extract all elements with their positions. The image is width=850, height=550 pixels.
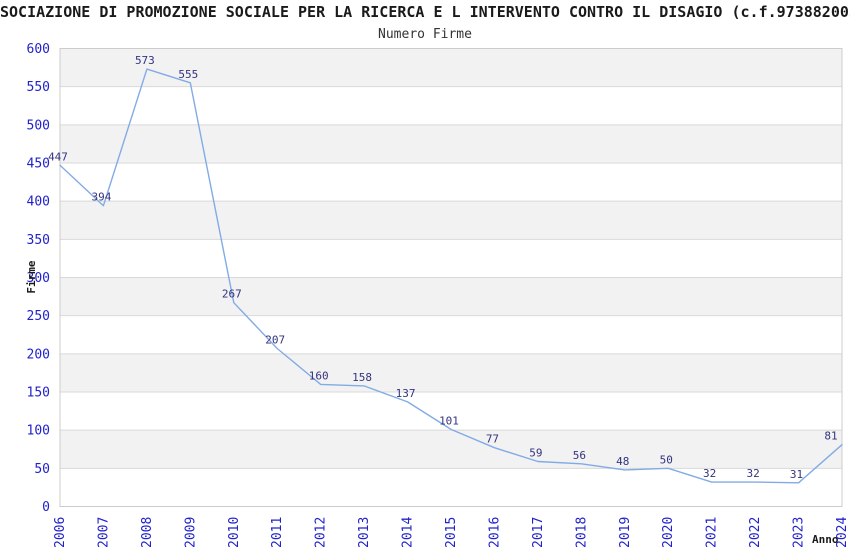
x-tick-label: 2019 bbox=[618, 517, 633, 548]
x-tick-label: 2024 bbox=[835, 517, 850, 548]
point-label: 158 bbox=[352, 371, 372, 384]
point-label: 81 bbox=[824, 430, 837, 443]
chart-subtitle: Numero Firme bbox=[378, 27, 472, 42]
y-tick-label: 600 bbox=[27, 42, 50, 57]
point-label: 59 bbox=[529, 446, 542, 459]
point-label: 160 bbox=[309, 369, 329, 382]
plot-band bbox=[60, 430, 842, 469]
y-tick-label: 550 bbox=[27, 80, 50, 95]
x-tick-label: 2023 bbox=[792, 517, 807, 548]
x-tick-label: 2011 bbox=[270, 517, 285, 548]
plot-band bbox=[60, 353, 842, 392]
plot-band bbox=[60, 277, 842, 316]
point-label: 267 bbox=[222, 288, 242, 301]
x-tick-label: 2009 bbox=[183, 517, 198, 548]
x-axis-title: Anno bbox=[812, 533, 839, 546]
point-label: 56 bbox=[573, 449, 586, 462]
y-tick-label: 400 bbox=[27, 195, 50, 210]
point-label: 573 bbox=[135, 54, 155, 67]
point-label: 207 bbox=[265, 333, 285, 346]
x-tick-label: 2022 bbox=[748, 517, 763, 548]
point-label: 77 bbox=[486, 433, 499, 446]
data-line bbox=[59, 68, 843, 484]
y-tick-label: 0 bbox=[42, 500, 50, 515]
x-tick-label: 2016 bbox=[487, 517, 502, 548]
y-axis-title: Firme bbox=[25, 260, 38, 293]
x-tick-label: 2007 bbox=[96, 517, 111, 548]
point-label: 50 bbox=[660, 453, 673, 466]
point-label: 48 bbox=[616, 455, 629, 468]
x-tick-label: 2015 bbox=[444, 517, 459, 548]
point-label: 555 bbox=[178, 68, 198, 81]
plot-band bbox=[60, 48, 842, 87]
point-label: 31 bbox=[790, 468, 803, 481]
y-tick-label: 150 bbox=[27, 386, 50, 401]
point-label: 32 bbox=[746, 467, 759, 480]
y-tick-label: 100 bbox=[27, 424, 50, 439]
x-tick-label: 2021 bbox=[705, 517, 720, 548]
y-tick-label: 450 bbox=[27, 157, 50, 172]
x-tick-label: 2012 bbox=[314, 517, 329, 548]
plot-border bbox=[59, 48, 843, 507]
y-tick-label: 500 bbox=[27, 118, 50, 133]
x-tick-label: 2006 bbox=[53, 517, 68, 548]
point-label: 394 bbox=[92, 191, 112, 204]
x-tick-label: 2010 bbox=[227, 517, 242, 548]
point-label: 137 bbox=[396, 387, 416, 400]
x-tick-label: 2017 bbox=[531, 517, 546, 548]
x-tick-label: 2008 bbox=[140, 517, 155, 548]
chart-title: SOCIAZIONE DI PROMOZIONE SOCIALE PER LA … bbox=[0, 3, 850, 21]
point-label: 101 bbox=[439, 414, 459, 427]
plot-band bbox=[60, 201, 842, 240]
y-tick-label: 250 bbox=[27, 309, 50, 324]
x-tick-label: 2013 bbox=[357, 517, 372, 548]
point-label: 447 bbox=[48, 150, 68, 163]
point-label: 32 bbox=[703, 467, 716, 480]
x-tick-label: 2014 bbox=[401, 517, 416, 548]
x-tick-label: 2020 bbox=[661, 517, 676, 548]
y-tick-label: 350 bbox=[27, 233, 50, 248]
y-tick-label: 300 bbox=[27, 271, 50, 286]
plot-band bbox=[60, 124, 842, 163]
y-tick-label: 200 bbox=[27, 347, 50, 362]
y-tick-label: 50 bbox=[34, 462, 50, 477]
x-tick-label: 2018 bbox=[574, 517, 589, 548]
